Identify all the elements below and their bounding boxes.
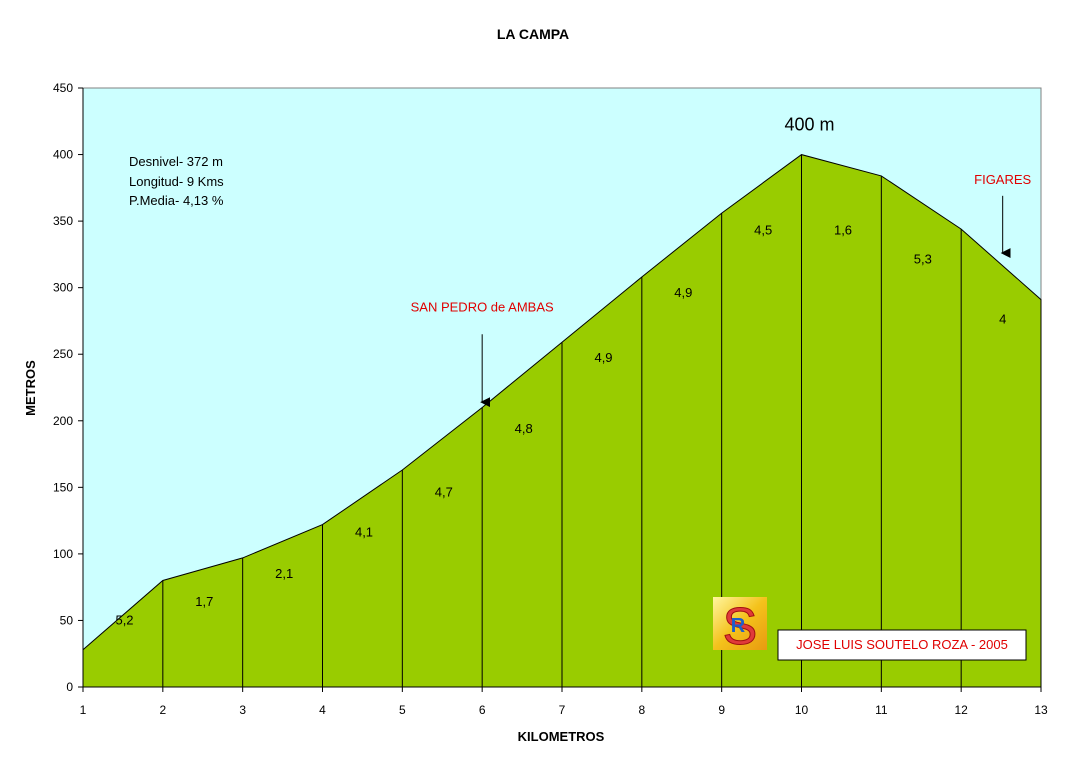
svg-text:S: S	[723, 598, 758, 656]
y-tick-label: 200	[53, 414, 73, 428]
place-label: FIGARES	[974, 172, 1031, 187]
x-tick-label: 1	[80, 703, 87, 717]
segment-grade-labels: 5,2 1,7 2,1 4,1 4,7 4,8 4,9 4,9 4,5 1,6 5,3 4	[115, 222, 1006, 627]
x-tick-label: 10	[795, 703, 809, 717]
peak-label: 400 m	[784, 115, 834, 135]
y-tick-label: 0	[66, 680, 73, 694]
y-tick-label: 100	[53, 547, 73, 561]
y-tick-label: 150	[53, 480, 73, 494]
grade-label: 4,7	[435, 485, 453, 500]
svg-text:R: R	[731, 615, 746, 637]
grade-label: 4,1	[355, 525, 373, 540]
y-tick-label: 450	[53, 81, 73, 95]
grade-label: 4,8	[515, 421, 533, 436]
x-tick-label: 2	[159, 703, 166, 717]
credit-box: JOSE LUIS SOUTELO ROZA - 2005	[777, 629, 1027, 661]
y-axis-ticks: 0 50 100 150 200 250 300 350 400 450	[53, 81, 83, 694]
annotations: SAN PEDRO de AMBAS FIGARES 400 m	[411, 115, 1032, 408]
x-tick-label: 8	[638, 703, 645, 717]
x-tick-label: 4	[319, 703, 326, 717]
y-tick-label: 400	[53, 148, 73, 162]
info-desnivel: Desnivel- 372 m	[129, 154, 223, 169]
info-pendiente-media: P.Media- 4,13 %	[129, 193, 224, 208]
x-tick-label: 11	[875, 703, 888, 717]
x-tick-label: 7	[559, 703, 566, 717]
y-tick-label: 50	[60, 613, 74, 627]
y-tick-label: 250	[53, 347, 73, 361]
x-tick-label: 13	[1034, 703, 1048, 717]
km-dividers	[162, 154, 962, 687]
grade-label: 1,7	[195, 594, 213, 609]
x-tick-label: 9	[718, 703, 725, 717]
grade-label: 4,9	[594, 350, 612, 365]
x-tick-label: 12	[954, 703, 968, 717]
grade-label: 2,1	[275, 566, 293, 581]
grade-label: 4	[999, 312, 1006, 327]
sr-monogram-logo: S R	[713, 597, 767, 657]
route-info: Desnivel- 372 m Longitud- 9 Kms P.Media-…	[129, 154, 224, 208]
x-tick-label: 6	[479, 703, 486, 717]
place-label: SAN PEDRO de AMBAS	[411, 300, 554, 315]
grade-label: 5,2	[115, 612, 133, 627]
credit-text: JOSE LUIS SOUTELO ROZA - 2005	[796, 637, 1008, 652]
y-axis-title: METROS	[23, 360, 38, 416]
chart-title: LA CAMPA	[497, 26, 569, 42]
x-tick-label: 3	[239, 703, 246, 717]
y-tick-label: 300	[53, 281, 73, 295]
grade-label: 4,9	[674, 285, 692, 300]
x-axis-ticks: 1 2 3 4 5 6 7 8 9 10 11 12 13	[80, 687, 1048, 717]
info-longitud: Longitud- 9 Kms	[129, 174, 224, 189]
y-tick-label: 350	[53, 214, 73, 228]
x-tick-label: 5	[399, 703, 406, 717]
x-axis-title: KILOMETROS	[518, 729, 605, 744]
grade-label: 4,5	[754, 222, 772, 237]
grade-label: 1,6	[834, 222, 852, 237]
grade-label: 5,3	[914, 252, 932, 267]
